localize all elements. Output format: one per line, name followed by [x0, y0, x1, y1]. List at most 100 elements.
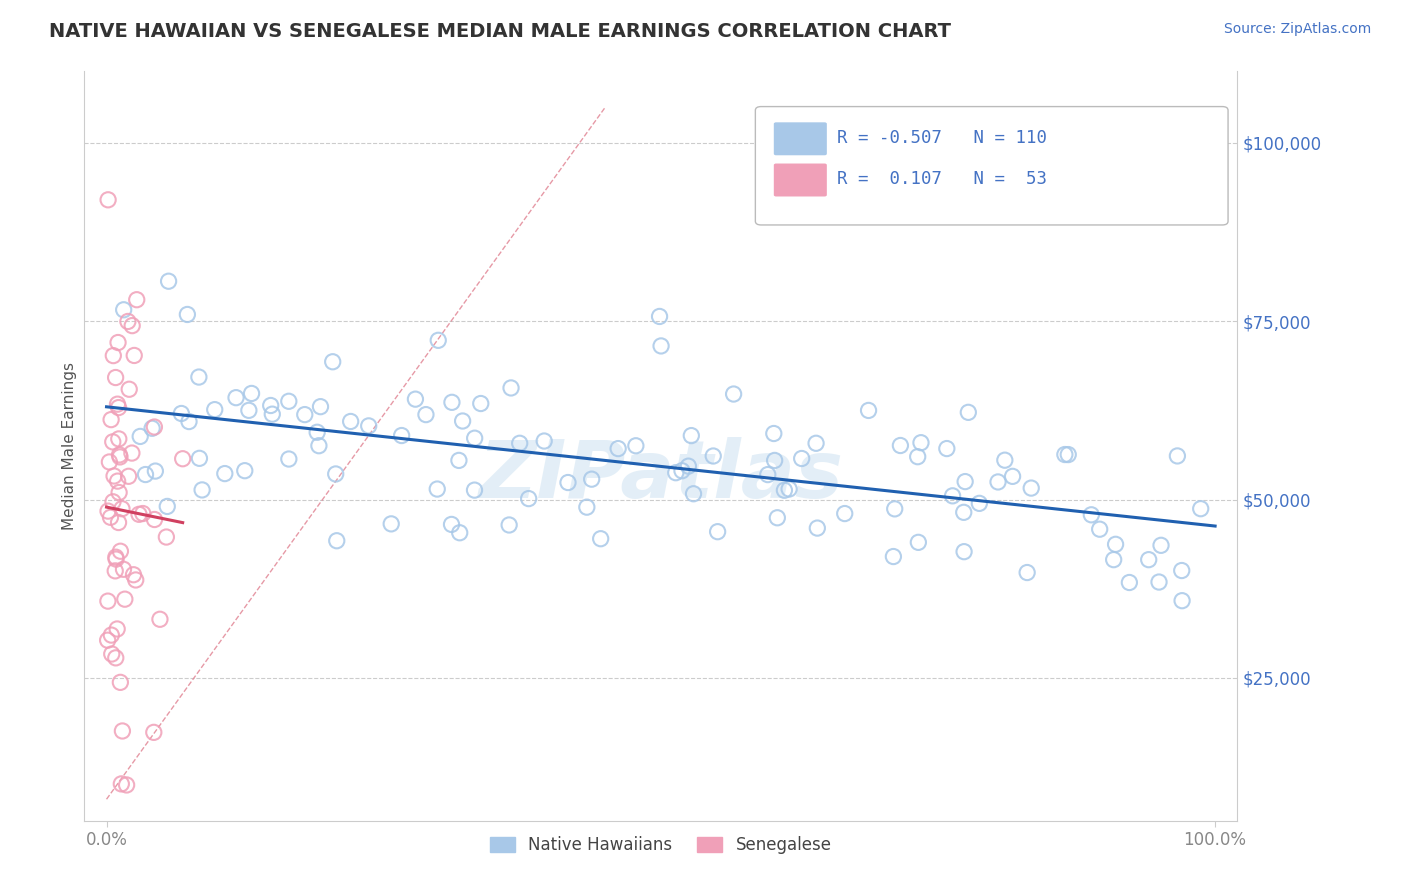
Point — [101, 495, 124, 509]
Point — [883, 501, 905, 516]
Point — [415, 408, 437, 422]
Point — [1102, 552, 1125, 566]
Point — [509, 436, 531, 450]
Point — [105, 622, 128, 636]
Point — [172, 451, 194, 466]
Point — [149, 612, 172, 626]
Point — [117, 469, 139, 483]
Point — [952, 505, 974, 519]
Point — [141, 421, 163, 435]
Point — [309, 400, 332, 414]
Point — [440, 517, 463, 532]
Point — [260, 399, 283, 413]
Text: Source: ZipAtlas.com: Source: ZipAtlas.com — [1223, 22, 1371, 37]
Point — [143, 420, 166, 434]
Point — [107, 474, 129, 488]
Point — [1104, 537, 1126, 551]
Point — [671, 464, 693, 478]
Point — [191, 483, 214, 497]
Point — [499, 381, 522, 395]
Point — [100, 412, 122, 426]
Point — [204, 402, 226, 417]
Point — [157, 274, 180, 288]
Point — [1171, 593, 1194, 607]
Point — [122, 348, 145, 362]
Point — [790, 451, 813, 466]
Point — [325, 467, 347, 481]
Point — [942, 489, 965, 503]
Text: R = -0.507   N = 110: R = -0.507 N = 110 — [837, 129, 1047, 147]
Point — [121, 318, 143, 333]
Point — [935, 442, 957, 456]
Point — [953, 544, 976, 558]
Point — [533, 434, 555, 448]
Point — [882, 549, 904, 564]
Point — [682, 487, 704, 501]
Point — [575, 500, 598, 515]
Point — [143, 464, 166, 478]
Point — [706, 524, 728, 539]
Point — [108, 448, 131, 462]
Point — [122, 567, 145, 582]
Point — [380, 516, 402, 531]
Point — [910, 435, 932, 450]
Point — [103, 349, 125, 363]
Point — [125, 573, 148, 587]
Point — [97, 633, 120, 648]
Text: NATIVE HAWAIIAN VS SENEGALESE MEDIAN MALE EARNINGS CORRELATION CHART: NATIVE HAWAIIAN VS SENEGALESE MEDIAN MAL… — [49, 22, 952, 41]
Point — [1001, 469, 1024, 483]
Point — [773, 483, 796, 498]
Point — [104, 564, 127, 578]
Point — [681, 428, 703, 442]
Point — [307, 425, 329, 440]
Point — [101, 434, 124, 449]
Point — [103, 469, 125, 483]
Point — [957, 405, 980, 419]
Point — [112, 302, 135, 317]
Point — [97, 504, 120, 518]
Point — [517, 491, 540, 506]
Point — [262, 407, 284, 421]
Point — [118, 382, 141, 396]
Point — [111, 501, 134, 516]
Point — [427, 334, 450, 348]
Point — [277, 452, 299, 467]
Point — [108, 450, 131, 464]
Y-axis label: Median Male Earnings: Median Male Earnings — [62, 362, 77, 530]
Point — [391, 428, 413, 442]
Point — [834, 507, 856, 521]
Point — [156, 500, 179, 514]
Point — [322, 355, 344, 369]
Point — [107, 401, 129, 415]
Point — [1189, 501, 1212, 516]
Point — [470, 396, 492, 410]
Point — [108, 485, 131, 500]
Point — [1150, 538, 1173, 552]
Point — [1137, 552, 1160, 566]
Point — [125, 293, 148, 307]
Point — [294, 408, 316, 422]
Point — [326, 533, 349, 548]
FancyBboxPatch shape — [773, 122, 827, 155]
Point — [987, 475, 1010, 489]
Point — [624, 439, 647, 453]
Point — [607, 442, 630, 456]
Point — [98, 455, 121, 469]
Point — [1080, 508, 1102, 522]
Point — [1017, 566, 1039, 580]
Point — [233, 464, 256, 478]
FancyBboxPatch shape — [755, 106, 1227, 225]
Point — [104, 370, 127, 384]
Point — [105, 552, 128, 566]
Point — [110, 544, 132, 558]
Point — [128, 508, 150, 522]
Point — [142, 725, 165, 739]
Point — [177, 415, 200, 429]
Point — [114, 592, 136, 607]
Point — [665, 466, 688, 480]
Point — [498, 518, 520, 533]
Point — [107, 516, 129, 530]
Point — [907, 535, 929, 549]
Point — [143, 512, 166, 526]
Point — [225, 391, 247, 405]
